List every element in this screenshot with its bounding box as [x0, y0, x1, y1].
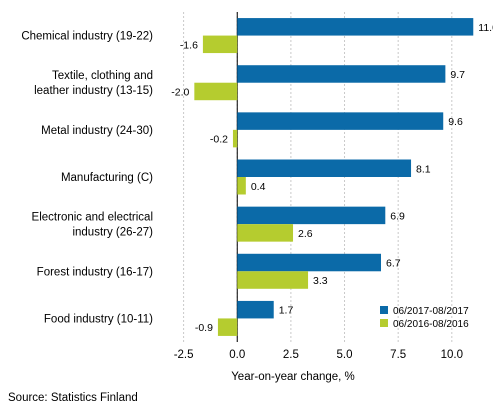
category-label: Food industry (10-11)	[44, 313, 153, 325]
bar	[237, 177, 246, 195]
x-axis-ticks: -2.5 0.0 2.5 5.0 7.5 10.0	[174, 349, 463, 361]
bar	[232, 129, 238, 148]
bar	[237, 112, 444, 130]
value-label: 11.0	[478, 22, 493, 34]
category-label: Chemical industry (19-22)	[21, 31, 153, 43]
bars	[194, 18, 474, 336]
x-tick-label: 7.5	[390, 349, 406, 361]
bar	[237, 253, 382, 272]
value-label: -2.0	[171, 86, 189, 98]
value-label: 2.6	[298, 228, 313, 240]
x-tick-label: -2.5	[174, 349, 194, 361]
value-label: -1.6	[180, 39, 198, 51]
x-tick-label: 10.0	[441, 349, 463, 361]
category-label: leather industry (13-15)	[34, 85, 153, 97]
bar	[202, 35, 238, 54]
value-label: 8.1	[416, 163, 431, 175]
source-note: Source: Statistics Finland	[8, 392, 138, 404]
bar	[237, 224, 294, 242]
legend-label: 06/2016-08/2016	[393, 319, 469, 330]
value-labels: 11.0 -1.6 9.7 -2.0 9.6 -0.2 8.1 0.4 6.9 2.6 6.7 3.3…	[171, 22, 493, 334]
x-tick-label: 0.0	[229, 349, 245, 361]
category-labels: Chemical industry (19-22) Textile, clothi…	[21, 31, 153, 326]
bar	[217, 318, 238, 336]
bar	[194, 82, 238, 101]
category-label: Metal industry (24-30)	[41, 125, 153, 137]
value-label: 9.7	[450, 69, 465, 81]
category-label: Electronic and electrical	[32, 212, 153, 224]
legend: 06/2017-08/2017 06/2016-08/2016	[380, 306, 469, 330]
bar	[237, 271, 309, 289]
value-label: 6.9	[390, 210, 405, 222]
value-label: 6.7	[386, 258, 401, 270]
value-label: 3.3	[313, 275, 328, 287]
x-tick-label: 2.5	[283, 349, 299, 361]
category-label: Manufacturing (C)	[61, 172, 153, 184]
value-label: -0.2	[210, 134, 228, 146]
category-label: Forest industry (16-17)	[37, 266, 153, 278]
value-label: 1.7	[279, 305, 294, 317]
bar	[237, 18, 474, 36]
value-label: 9.6	[448, 116, 463, 128]
category-label: Textile, clothing and	[52, 70, 153, 82]
bar	[237, 300, 274, 319]
category-label: industry (26-27)	[72, 227, 153, 239]
bar	[237, 159, 412, 177]
value-label: -0.9	[195, 322, 213, 334]
bar	[237, 65, 446, 83]
legend-swatch	[380, 319, 388, 327]
legend-label: 06/2017-08/2017	[393, 306, 469, 317]
bar	[237, 206, 386, 225]
value-label: 0.4	[251, 181, 266, 193]
x-axis-title: Year-on-year change, %	[231, 371, 355, 383]
legend-swatch	[380, 306, 388, 314]
x-tick-label: 5.0	[337, 349, 353, 361]
